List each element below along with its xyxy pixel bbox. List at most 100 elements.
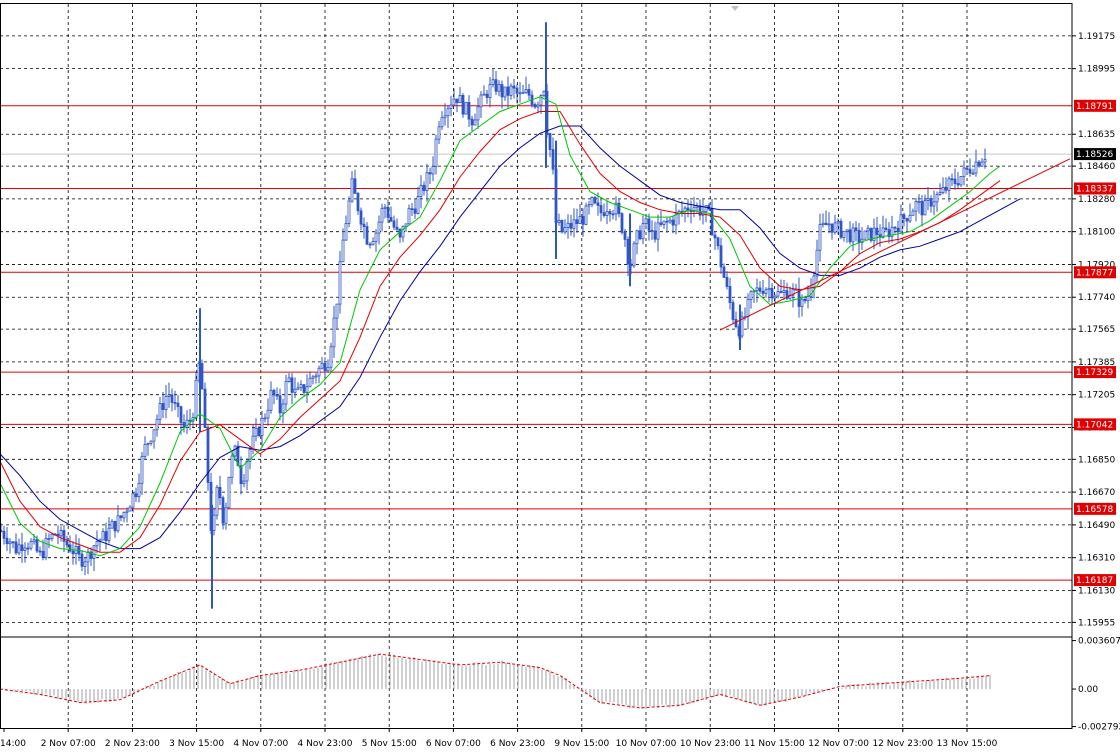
candle-body bbox=[515, 87, 519, 94]
y-tick-label: 1.17205 bbox=[1078, 391, 1115, 401]
candle-body bbox=[293, 388, 297, 393]
candle-body bbox=[608, 211, 612, 215]
candle-body bbox=[161, 403, 165, 410]
candle-body bbox=[725, 276, 729, 287]
candle-body bbox=[245, 460, 249, 482]
candle-body bbox=[542, 90, 546, 96]
scroll-marker-icon[interactable] bbox=[731, 6, 739, 11]
candle-body bbox=[320, 362, 324, 369]
candle-body bbox=[368, 243, 372, 246]
candle-body bbox=[143, 443, 147, 457]
candle-body bbox=[665, 220, 669, 223]
candle-body bbox=[128, 506, 132, 512]
candle-body bbox=[107, 527, 111, 541]
candle-body bbox=[728, 286, 732, 303]
candle-body bbox=[518, 92, 522, 95]
candle-body bbox=[977, 161, 981, 167]
candle-body bbox=[353, 178, 357, 194]
candle-body bbox=[893, 226, 897, 229]
candle-body bbox=[641, 223, 645, 240]
candle-body bbox=[827, 223, 831, 226]
candle-body bbox=[692, 206, 696, 213]
candle-body bbox=[101, 531, 105, 541]
y-tick-label: 1.15955 bbox=[1078, 618, 1115, 628]
candle-body bbox=[200, 363, 204, 390]
candle-body bbox=[791, 289, 795, 296]
candle-body bbox=[359, 210, 363, 225]
x-tick-label: 12 Nov 23:00 bbox=[872, 739, 933, 749]
candle-body bbox=[149, 440, 153, 444]
candle-body bbox=[536, 104, 540, 108]
candle-body bbox=[908, 214, 912, 222]
candle-body bbox=[710, 208, 714, 236]
level-tag bbox=[1074, 99, 1116, 112]
candle-body bbox=[179, 406, 183, 423]
candle-body bbox=[599, 205, 603, 214]
candle-body bbox=[260, 417, 264, 437]
candle-body bbox=[761, 290, 765, 294]
candle-body bbox=[59, 530, 63, 537]
candle-body bbox=[206, 427, 210, 483]
candle-body bbox=[782, 290, 786, 293]
candle-body bbox=[947, 178, 951, 191]
candle-body bbox=[494, 79, 498, 92]
moving-averages bbox=[0, 96, 1021, 557]
x-tick-label: 14:00 bbox=[0, 739, 26, 749]
candle-body bbox=[365, 226, 369, 245]
y-tick-label: 1.16670 bbox=[1078, 488, 1115, 498]
level-tag-label: 1.18337 bbox=[1076, 185, 1113, 195]
candle-body bbox=[386, 206, 390, 218]
ma-slow-line bbox=[0, 125, 1021, 550]
candle-body bbox=[470, 118, 474, 126]
x-tick-label: 12 Nov 07:00 bbox=[808, 739, 869, 749]
candle-body bbox=[203, 388, 207, 428]
candle-body bbox=[224, 507, 228, 524]
candle-body bbox=[872, 227, 876, 241]
candle-body bbox=[509, 85, 513, 96]
candle-body bbox=[356, 193, 360, 212]
candle-body bbox=[92, 545, 96, 559]
candle-body bbox=[140, 455, 144, 484]
candle-body bbox=[950, 178, 954, 181]
candle-body bbox=[278, 395, 282, 414]
candle-body bbox=[374, 232, 378, 242]
candle-body bbox=[68, 544, 72, 552]
candle-body bbox=[746, 299, 750, 318]
candle-body bbox=[47, 538, 51, 540]
candle-body bbox=[455, 98, 459, 104]
candle-body bbox=[404, 223, 408, 227]
x-tick-label: 4 Nov 07:00 bbox=[233, 739, 288, 749]
candle-body bbox=[668, 219, 672, 223]
candle-body bbox=[347, 200, 351, 224]
candle-body bbox=[800, 298, 804, 307]
candle-body bbox=[125, 510, 129, 513]
trendline-segment[interactable] bbox=[719, 158, 1071, 331]
level-tag bbox=[1074, 502, 1116, 515]
candle-body bbox=[941, 186, 945, 194]
candle-body bbox=[773, 295, 777, 299]
candle-body bbox=[644, 218, 648, 224]
candle-body bbox=[212, 514, 216, 531]
candle-body bbox=[914, 201, 918, 212]
candle-body bbox=[971, 172, 975, 175]
candle-body bbox=[842, 231, 846, 238]
y-tick-label: 1.16490 bbox=[1078, 521, 1115, 531]
axes bbox=[0, 3, 1076, 732]
candle-body bbox=[122, 511, 126, 519]
candle-body bbox=[932, 201, 936, 207]
candle-body bbox=[230, 455, 234, 478]
candle-body bbox=[653, 230, 657, 240]
candle-body bbox=[413, 208, 417, 214]
trendline[interactable] bbox=[719, 158, 1071, 331]
candle-body bbox=[551, 149, 555, 170]
candle-body bbox=[482, 93, 486, 96]
candle-body bbox=[146, 443, 150, 445]
candle-body bbox=[716, 237, 720, 247]
candle-body bbox=[521, 92, 525, 94]
candle-body bbox=[527, 89, 531, 96]
y-tick-label: 1.18635 bbox=[1078, 130, 1115, 140]
candle-body bbox=[662, 220, 666, 225]
candle-body bbox=[881, 227, 885, 238]
